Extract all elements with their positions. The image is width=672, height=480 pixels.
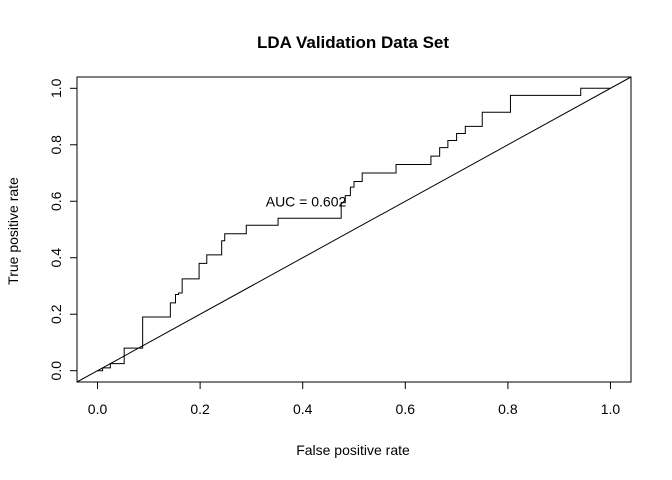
x-tick-label: 0.6 (396, 401, 416, 417)
auc-annotation: AUC = 0.602 (266, 193, 347, 209)
plot-area: AUC = 0.602 (76, 76, 632, 383)
x-tick-label: 1.0 (601, 401, 621, 417)
chart-title: LDA Validation Data Set (257, 33, 449, 52)
x-tick-label: 0.0 (88, 401, 108, 417)
x-tick-label: 0.2 (190, 401, 210, 417)
diagonal-reference-line (76, 76, 632, 383)
x-axis-label: False positive rate (296, 442, 410, 458)
x-axis: 0.0 0.2 0.4 0.6 0.8 1.0 (88, 381, 621, 417)
y-tick-label: 0.8 (48, 135, 64, 155)
y-tick-label: 0.0 (48, 361, 64, 381)
roc-curve (97, 87, 611, 372)
y-axis: 0.0 0.2 0.4 0.6 0.8 1.0 (48, 78, 78, 381)
x-tick-label: 0.4 (293, 401, 313, 417)
y-tick-label: 0.2 (48, 304, 64, 324)
x-tick-label: 0.8 (498, 401, 518, 417)
y-tick-label: 0.6 (48, 191, 64, 211)
y-tick-label: 1.0 (48, 78, 64, 98)
y-axis-label: True positive rate (5, 177, 21, 285)
y-tick-label: 0.4 (48, 248, 64, 268)
